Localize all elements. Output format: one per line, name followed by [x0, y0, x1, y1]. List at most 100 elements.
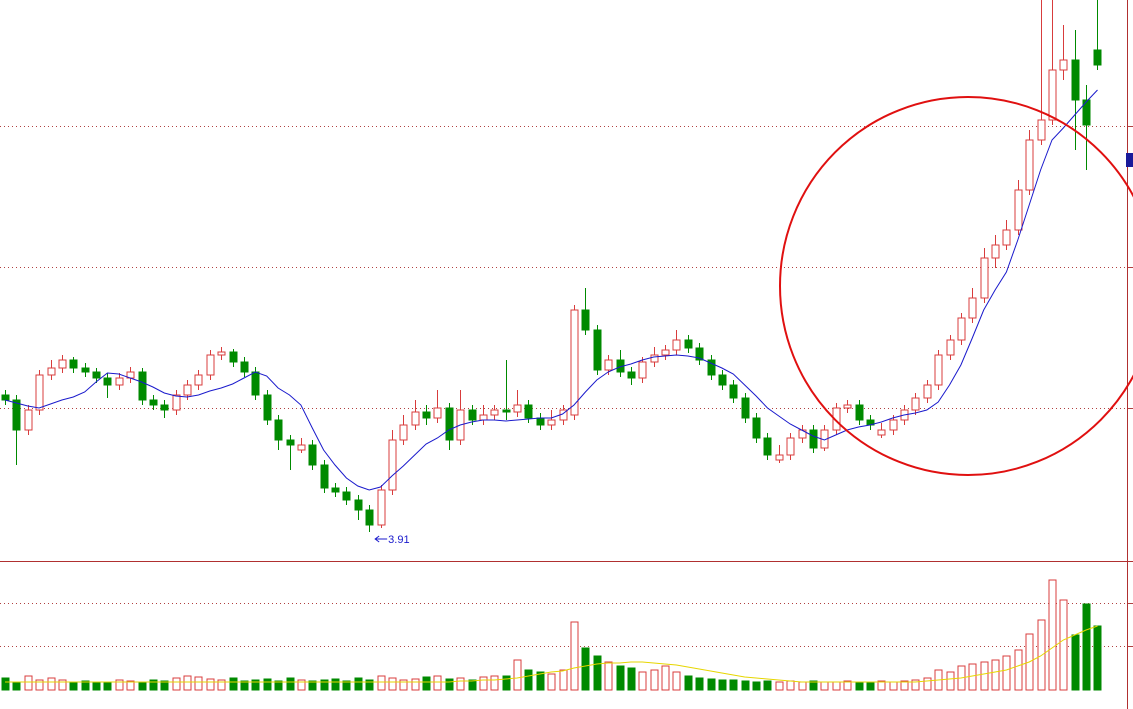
candle-body	[957, 317, 966, 341]
candle-body	[1002, 229, 1011, 246]
candle-body	[433, 407, 442, 419]
volume-bar	[661, 665, 670, 691]
candle-body	[47, 367, 56, 376]
candle-body	[92, 371, 101, 379]
volume-bar	[604, 661, 613, 691]
volume-bar	[786, 680, 795, 691]
volume-bar	[24, 675, 33, 691]
candle-body	[786, 437, 795, 456]
candle-body	[286, 439, 295, 446]
candle-body	[468, 409, 477, 421]
volume-bar	[12, 681, 21, 691]
candle-body	[502, 409, 511, 413]
candle-body	[274, 419, 283, 441]
candle-body	[1, 394, 10, 401]
candle-body	[524, 404, 533, 419]
candle-body	[194, 374, 203, 386]
volume-bar	[69, 681, 78, 691]
volume-bar	[47, 677, 56, 691]
volume-bar	[832, 681, 841, 691]
candle-body	[160, 404, 169, 411]
volume-bar	[547, 673, 556, 691]
low-annotation: 3.91	[374, 534, 410, 546]
volume-bar	[445, 678, 454, 691]
volume-moving-average	[5, 625, 1098, 683]
volume-bar	[502, 675, 511, 691]
volume-bar	[58, 679, 67, 691]
volume-bar	[775, 681, 784, 691]
candle-body	[445, 407, 454, 441]
candle-body	[411, 411, 420, 426]
candle-body	[81, 367, 90, 373]
candle-body	[263, 394, 272, 421]
candle-body	[217, 351, 226, 356]
volume-bar	[729, 679, 738, 691]
volume-bar	[103, 682, 112, 691]
candle-body	[604, 359, 613, 371]
volume-bar	[229, 677, 238, 691]
volume-bar	[263, 678, 272, 691]
annotation-arrowhead	[374, 535, 380, 543]
volume-bar	[490, 675, 499, 691]
volume-bar	[354, 677, 363, 691]
candle-body	[513, 404, 522, 413]
volume-bar	[855, 681, 864, 691]
volume-bar	[695, 677, 704, 691]
volume-bar	[297, 679, 306, 691]
volume-bar	[843, 680, 852, 691]
volume-bar	[1082, 603, 1091, 691]
volume-bar	[672, 671, 681, 691]
candle-body	[627, 371, 636, 379]
candle-body	[1071, 59, 1080, 101]
volume-bar	[820, 681, 829, 691]
volume-bar	[923, 677, 932, 691]
candle-body	[832, 407, 841, 431]
volume-bar	[911, 679, 920, 691]
volume-bar	[172, 677, 181, 691]
volume-bar	[809, 680, 818, 691]
candle-body	[240, 361, 249, 373]
volume-bar	[536, 671, 545, 691]
volume-bar	[593, 655, 602, 691]
volume-bar	[707, 678, 716, 691]
candle-body	[365, 509, 374, 526]
candle-body	[490, 409, 499, 416]
volume-bar	[422, 676, 431, 691]
volume-bar	[1002, 655, 1011, 691]
volume-bar	[513, 659, 522, 691]
candle-body	[1037, 119, 1046, 141]
candle-body	[911, 397, 920, 411]
volume-bar	[411, 678, 420, 691]
volume-bar	[251, 679, 260, 691]
candle-body	[775, 454, 784, 461]
volume-bar	[456, 677, 465, 691]
volume-bar	[377, 675, 386, 691]
candle-body	[843, 404, 852, 409]
candle-body	[1014, 189, 1023, 231]
candle-body	[695, 347, 704, 361]
candle-body	[923, 384, 932, 399]
volume-bar	[900, 680, 909, 691]
volume-bar	[946, 671, 955, 691]
volume-bar	[524, 669, 533, 691]
volume-bar	[650, 669, 659, 691]
volume-bar	[627, 667, 636, 691]
volume-bar	[752, 681, 761, 691]
volume-bar	[468, 679, 477, 691]
volume-bar	[331, 678, 340, 691]
candle-body	[297, 444, 306, 451]
candle-body	[752, 417, 761, 439]
price-marker	[1126, 153, 1133, 167]
volume-bar	[616, 665, 625, 691]
candle-body	[638, 361, 647, 379]
volume-bar	[718, 679, 727, 691]
candle-body	[1025, 139, 1034, 191]
candle-body	[206, 354, 215, 376]
volume-bar	[763, 680, 772, 691]
candle-body	[183, 384, 192, 396]
candle-body	[707, 359, 716, 376]
candle-body	[581, 309, 590, 331]
candle-body	[138, 371, 147, 401]
candle-body	[377, 489, 386, 526]
